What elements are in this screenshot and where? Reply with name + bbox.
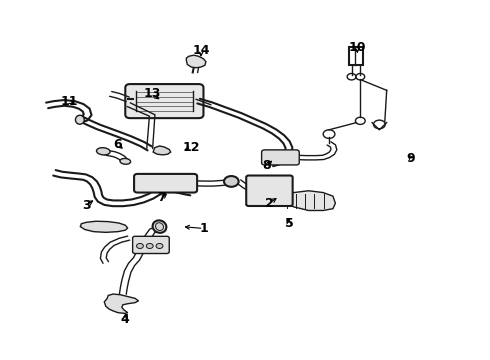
- Text: 5: 5: [285, 216, 294, 230]
- Text: 12: 12: [182, 141, 200, 154]
- Ellipse shape: [120, 158, 131, 164]
- Ellipse shape: [75, 115, 84, 124]
- Text: 14: 14: [192, 44, 210, 57]
- Polygon shape: [278, 191, 335, 211]
- Ellipse shape: [152, 220, 167, 233]
- Text: 2: 2: [265, 197, 274, 210]
- Circle shape: [147, 243, 153, 248]
- Text: 6: 6: [114, 138, 122, 151]
- Ellipse shape: [97, 148, 110, 155]
- FancyBboxPatch shape: [134, 174, 197, 193]
- Polygon shape: [80, 221, 128, 232]
- FancyBboxPatch shape: [246, 176, 293, 206]
- FancyBboxPatch shape: [133, 236, 169, 253]
- Circle shape: [156, 243, 163, 248]
- Text: 4: 4: [121, 313, 130, 327]
- FancyBboxPatch shape: [125, 84, 203, 118]
- Text: 1: 1: [199, 222, 208, 235]
- FancyBboxPatch shape: [262, 150, 299, 165]
- Text: 7: 7: [158, 192, 166, 204]
- Circle shape: [137, 243, 144, 248]
- Circle shape: [224, 176, 239, 187]
- Polygon shape: [153, 146, 171, 155]
- Text: 9: 9: [407, 152, 416, 165]
- Text: 10: 10: [348, 41, 366, 54]
- Text: 3: 3: [82, 199, 91, 212]
- Bar: [348, 47, 363, 65]
- Polygon shape: [104, 294, 139, 314]
- Polygon shape: [186, 55, 206, 68]
- Text: 13: 13: [144, 87, 161, 100]
- Text: 8: 8: [263, 159, 271, 172]
- Text: 11: 11: [60, 95, 78, 108]
